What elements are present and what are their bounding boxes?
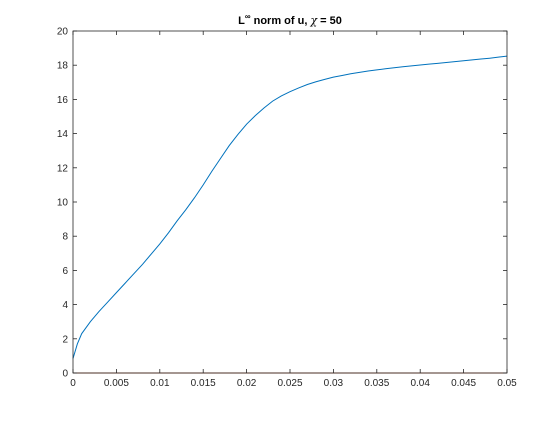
y-tick-label: 14 bbox=[57, 129, 69, 140]
x-axis-ticks: 0 0.005 0.01 0.015 0.02 0.025 0.03 0.035 0.04 0.0… bbox=[70, 31, 517, 389]
y-tick-label: 6 bbox=[62, 266, 68, 277]
y-tick-label: 16 bbox=[57, 95, 69, 106]
x-tick-label: 0.025 bbox=[277, 378, 302, 389]
x-tick-label: 0 bbox=[70, 378, 76, 389]
plot-area bbox=[73, 31, 507, 373]
series-line-1 bbox=[72, 55, 508, 359]
y-tick-label: 0 bbox=[62, 369, 68, 380]
x-tick-label: 0.035 bbox=[364, 378, 389, 389]
x-tick-label: 0.03 bbox=[324, 378, 344, 389]
y-tick-label: 20 bbox=[57, 27, 69, 38]
title-superscript: ∞ bbox=[245, 12, 251, 21]
title-prefix: L bbox=[238, 15, 245, 27]
x-tick-label: 0.045 bbox=[451, 378, 476, 389]
x-tick-label: 0.005 bbox=[104, 378, 129, 389]
title-suffix: = 50 bbox=[317, 15, 342, 27]
title-middle: norm of u, bbox=[251, 15, 311, 27]
x-tick-label: 0.05 bbox=[497, 378, 517, 389]
chart-title: L∞ norm of u, χ = 50 bbox=[238, 12, 342, 27]
y-tick-label: 4 bbox=[62, 300, 68, 311]
x-tick-label: 0.01 bbox=[150, 378, 170, 389]
x-tick-label: 0.02 bbox=[237, 378, 257, 389]
title-symbol: χ bbox=[309, 14, 318, 27]
y-tick-label: 10 bbox=[57, 198, 69, 209]
y-tick-label: 12 bbox=[57, 163, 69, 174]
y-tick-label: 2 bbox=[62, 334, 68, 345]
x-tick-label: 0.015 bbox=[191, 378, 216, 389]
y-tick-label: 8 bbox=[62, 232, 68, 243]
y-axis-ticks: 0 2 4 6 8 10 12 14 16 18 20 bbox=[57, 27, 507, 380]
x-tick-label: 0.04 bbox=[410, 378, 430, 389]
y-tick-label: 18 bbox=[57, 61, 69, 72]
